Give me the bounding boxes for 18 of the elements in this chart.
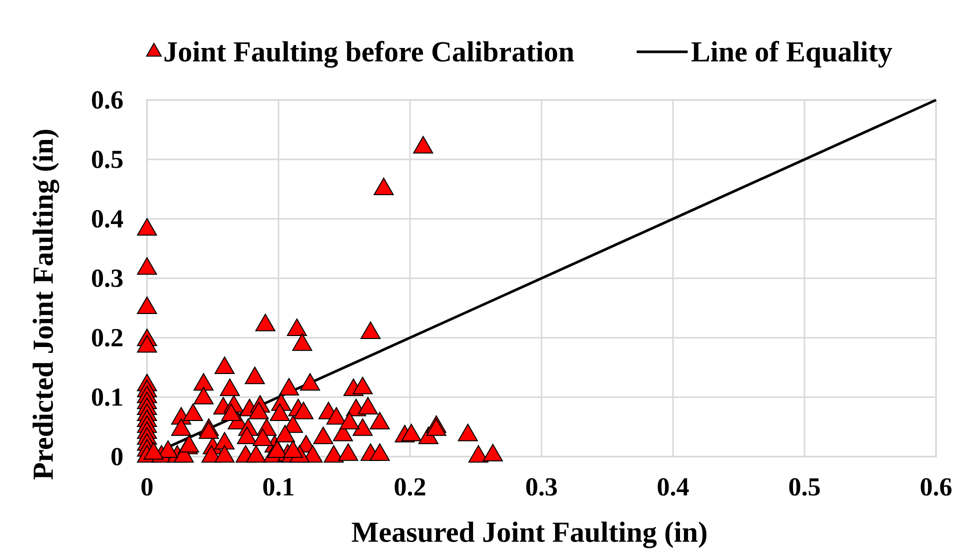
x-tick-label: 0.6 [920,478,952,496]
x-tick-label: 0.5 [789,478,820,496]
x-tick-label: 0.3 [526,478,557,496]
x-tick-label: 0.2 [394,478,426,496]
legend-label: Line of Equality [692,40,892,68]
y-tick-label: 0.1 [92,388,122,406]
legend-label: Joint Faulting before Calibration [164,40,574,68]
x-tick-label: 0.4 [658,478,689,496]
y-tick-label: 0 [111,448,122,466]
y-tick-label: 0.3 [92,269,123,288]
y-tick-label: 0.2 [92,328,122,347]
x-tick-label: 0 [141,478,153,496]
y-tick-label: 0.6 [92,91,123,109]
x-tick-label: 0.1 [263,478,294,496]
y-tick-label: 0.5 [92,150,123,168]
y-tick-label: 0.4 [92,210,123,228]
y-axis-title: Predicted Joint Faulting (in) [32,130,60,480]
x-axis-title: Measured Joint Faulting (in) [352,522,706,548]
